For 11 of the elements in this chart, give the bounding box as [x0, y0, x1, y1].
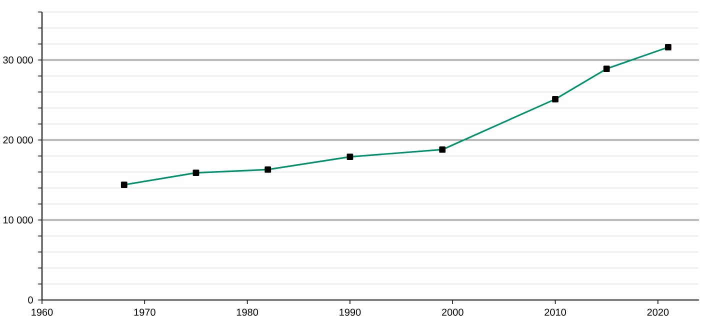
y-tick-label: 20 000 — [3, 136, 33, 144]
y-tick-label: 10 000 — [3, 216, 33, 224]
x-tick-label: 1970 — [134, 308, 156, 316]
y-tick-label: 0 — [28, 296, 33, 304]
x-tick-label: 2000 — [442, 308, 464, 316]
x-tick-label: 2010 — [544, 308, 566, 316]
y-tick-label: 30 000 — [3, 56, 33, 64]
x-tick-label: 2020 — [647, 308, 669, 316]
x-tick-label: 1990 — [340, 308, 361, 316]
x-tick-label: 1980 — [236, 308, 258, 316]
x-tick-label: 1960 — [32, 308, 53, 316]
